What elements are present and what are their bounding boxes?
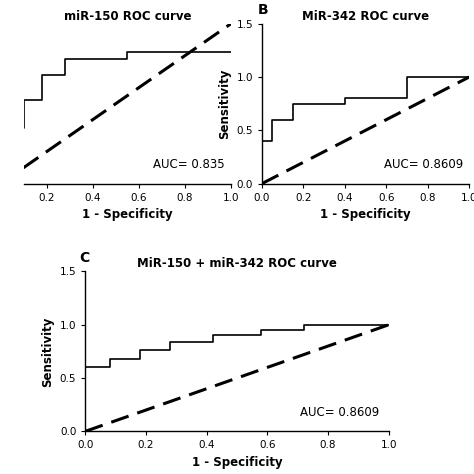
X-axis label: 1 - Specificity: 1 - Specificity	[320, 208, 411, 221]
X-axis label: 1 - Specificity: 1 - Specificity	[82, 208, 173, 221]
Text: C: C	[79, 251, 90, 265]
Text: AUC= 0.835: AUC= 0.835	[153, 158, 225, 171]
Text: AUC= 0.8609: AUC= 0.8609	[384, 158, 463, 171]
Y-axis label: Sensitivity: Sensitivity	[218, 68, 231, 139]
Title: MiR-150 + miR-342 ROC curve: MiR-150 + miR-342 ROC curve	[137, 257, 337, 270]
X-axis label: 1 - Specificity: 1 - Specificity	[191, 456, 283, 469]
Y-axis label: Sensitivity: Sensitivity	[41, 316, 54, 387]
Text: B: B	[258, 3, 268, 18]
Title: miR-150 ROC curve: miR-150 ROC curve	[64, 9, 191, 23]
Text: AUC= 0.8609: AUC= 0.8609	[301, 406, 380, 419]
Title: MiR-342 ROC curve: MiR-342 ROC curve	[302, 9, 429, 23]
